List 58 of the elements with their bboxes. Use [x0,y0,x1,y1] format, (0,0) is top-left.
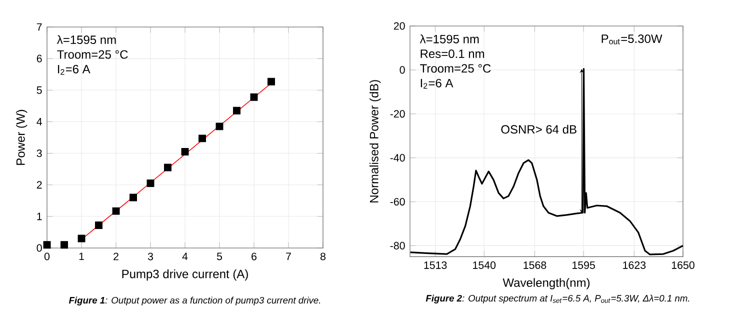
point [216,122,224,130]
y-tick-label: 1 [37,212,42,220]
point [233,106,240,114]
point [78,234,86,242]
x-tick-label: 2 [114,252,118,260]
point [43,241,51,249]
y-axis-title: Power (W) [16,110,28,165]
point [181,148,189,156]
x-tick-label: 0 [44,252,50,260]
y-tick-label: 20 [394,22,405,30]
annotation: P$_{out}$=5.30W [602,34,662,44]
y-tick-label: -80 [390,242,405,250]
annotation: I$_{2}$=6 A [58,64,90,75]
annotation: OSNR> 64 dB [501,124,576,134]
y-axis-title: Normalised Power (dB) [370,80,381,202]
point [130,194,137,202]
point [60,241,68,249]
annotation: Troom=25 °C [57,50,128,59]
y-tick-label: 6 [36,54,42,62]
y-tick-label: -60 [390,198,405,206]
y-tick-label: 0 [400,66,405,74]
y-tick-label: 2 [36,181,42,189]
point [95,222,102,229]
y-tick-label: 4 [36,118,42,126]
x-tick-label: 1595 [572,261,595,269]
y-tick-label: -40 [390,154,405,162]
x-axis-title: Wavelength(nm) [502,278,590,290]
y-tick-label: 0 [36,244,42,252]
x-tick-label: 1623 [623,261,646,269]
y-tick-label: 7 [36,23,42,31]
x-tick-label: 1568 [524,261,546,269]
x-tick-label: 3 [148,252,153,260]
point [198,134,206,142]
annotation: λ=1595 nm [420,34,479,44]
point [112,207,120,215]
x-tick-label: 5 [216,252,222,260]
y-tick-label: -20 [390,110,405,118]
point [268,78,275,86]
x-tick-label: 1513 [424,261,447,269]
y-tick-label: 5 [36,86,42,94]
annotation: I$_{2}$=6 A [420,78,454,89]
x-tick-label: 8 [320,252,326,260]
point [146,180,154,188]
annotation: λ=1595 nm [56,35,116,44]
x-tick-label: 1540 [473,261,496,269]
point [164,164,172,172]
point [250,93,258,101]
text: Figure 2: Output spectrum at I$_{set}$=6.5 A, P$_{out}$=5.3W, Δλ=0.1 nm. [426,294,690,304]
annotation: Res=0.1 nm [420,49,484,58]
annotation: Troom=25 °C [420,64,491,73]
x-tick-label: 6 [252,252,256,260]
x-axis-title: Pump3 drive current (A) [122,269,248,281]
text: Figure 1: Output power as a function of pump3 current drive. [68,296,320,306]
x-tick-label: 4 [182,252,188,260]
x-tick-label: 1650 [672,261,694,269]
y-tick-label: 3 [36,150,42,158]
x-tick-label: 7 [286,252,291,260]
x-tick-label: 1 [79,252,84,260]
